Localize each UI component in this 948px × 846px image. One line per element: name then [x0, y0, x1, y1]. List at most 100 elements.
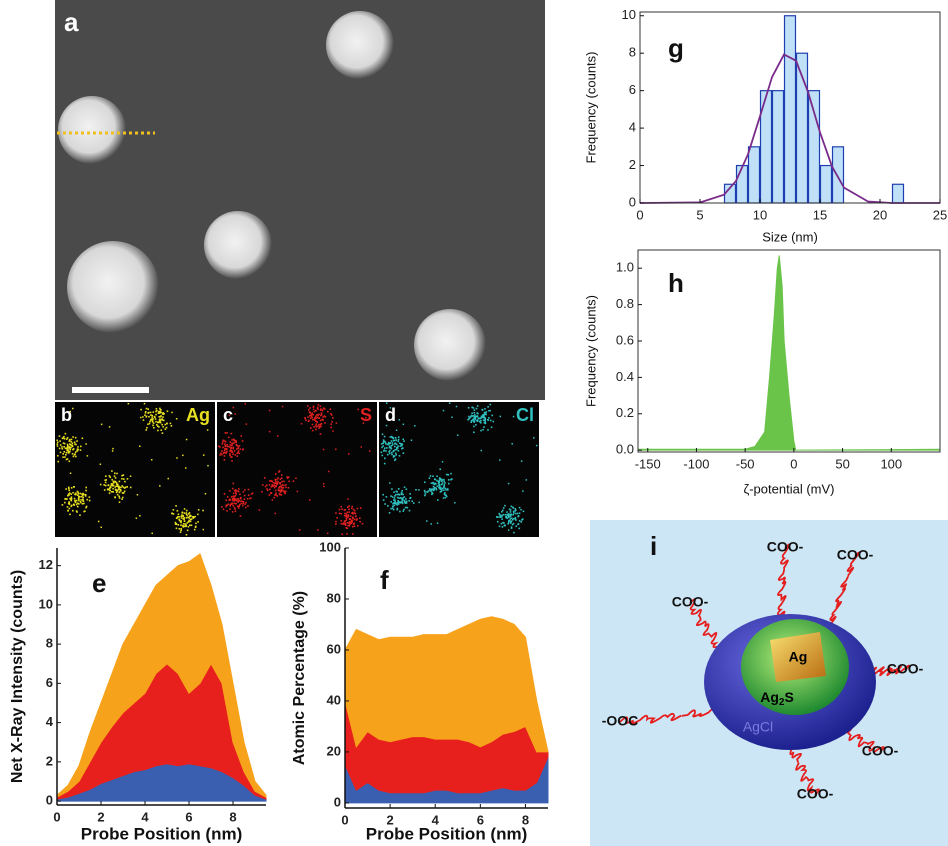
dot	[161, 419, 164, 421]
y-tick-label: 12	[39, 557, 53, 572]
dot	[83, 510, 85, 513]
dot	[233, 495, 236, 498]
dot	[391, 505, 394, 508]
dot	[396, 493, 399, 496]
map-dots	[56, 402, 209, 536]
dot	[158, 415, 161, 418]
dot	[484, 412, 487, 415]
dot	[390, 451, 393, 454]
dot	[352, 533, 354, 535]
dot	[508, 519, 510, 522]
dot	[388, 446, 391, 449]
dot	[152, 411, 155, 413]
dot	[159, 415, 162, 418]
dot	[351, 507, 353, 510]
dot	[144, 411, 147, 414]
dot	[109, 476, 112, 479]
dot	[115, 491, 118, 494]
dot	[239, 448, 242, 450]
dot	[185, 438, 188, 441]
dot	[237, 507, 240, 509]
dot	[230, 456, 233, 458]
dot	[233, 450, 236, 452]
dot	[480, 419, 482, 422]
dot	[242, 504, 244, 507]
dot	[311, 416, 313, 419]
dot	[237, 445, 239, 447]
dot	[393, 499, 395, 501]
dot	[438, 487, 441, 490]
dot	[319, 405, 322, 408]
panel-label: g	[668, 33, 684, 63]
dot	[401, 501, 404, 504]
dot	[149, 411, 152, 414]
dot	[232, 482, 235, 485]
dot	[151, 414, 154, 417]
ligand-chain	[829, 551, 860, 626]
dot	[180, 524, 182, 526]
dot	[77, 446, 79, 448]
dot	[172, 508, 175, 511]
dot	[65, 453, 67, 456]
dot	[346, 506, 349, 508]
dot	[394, 495, 396, 497]
dot	[345, 519, 348, 521]
dot	[522, 510, 525, 513]
dot	[393, 497, 396, 499]
x-tick-label: 2	[97, 809, 104, 824]
dot	[443, 485, 445, 487]
dot	[512, 510, 515, 513]
dot	[142, 416, 144, 418]
dot	[179, 520, 182, 523]
dot	[114, 477, 117, 479]
dot	[237, 488, 240, 490]
dot	[100, 526, 102, 529]
dot	[65, 447, 68, 450]
dot	[276, 478, 278, 481]
dot	[136, 494, 139, 496]
dot	[194, 526, 197, 529]
dot	[277, 471, 280, 473]
dot	[271, 499, 274, 501]
dot	[484, 408, 486, 410]
dot	[58, 435, 61, 437]
dot	[234, 489, 237, 491]
dot	[99, 483, 102, 486]
dot	[275, 482, 278, 485]
dot	[223, 492, 226, 495]
dot	[394, 436, 397, 439]
dot	[223, 449, 226, 452]
x-axis-label: Size (nm)	[762, 229, 818, 244]
particle	[67, 241, 159, 333]
dot	[231, 439, 233, 441]
dot	[389, 449, 391, 452]
dot	[436, 479, 438, 482]
dot	[86, 498, 89, 501]
dot	[182, 454, 184, 457]
y-tick-label: 6	[629, 82, 636, 97]
dot	[113, 480, 115, 483]
dot	[353, 525, 356, 528]
dot	[438, 484, 441, 487]
y-tick-label: 0	[46, 793, 53, 808]
dot	[157, 412, 160, 414]
dot	[70, 504, 73, 507]
dot	[311, 423, 314, 426]
dot	[150, 459, 153, 461]
dot	[338, 512, 341, 515]
dot	[182, 515, 185, 518]
dot	[312, 429, 314, 432]
dot	[152, 422, 155, 425]
dot	[441, 480, 443, 482]
dot	[396, 507, 399, 510]
dot	[510, 517, 513, 520]
dot	[116, 485, 119, 487]
panel-label: b	[61, 405, 72, 425]
dot	[488, 417, 490, 419]
dot	[512, 415, 515, 418]
dot	[280, 474, 283, 476]
dot	[510, 520, 512, 523]
dot	[356, 507, 359, 510]
dot	[347, 524, 349, 527]
